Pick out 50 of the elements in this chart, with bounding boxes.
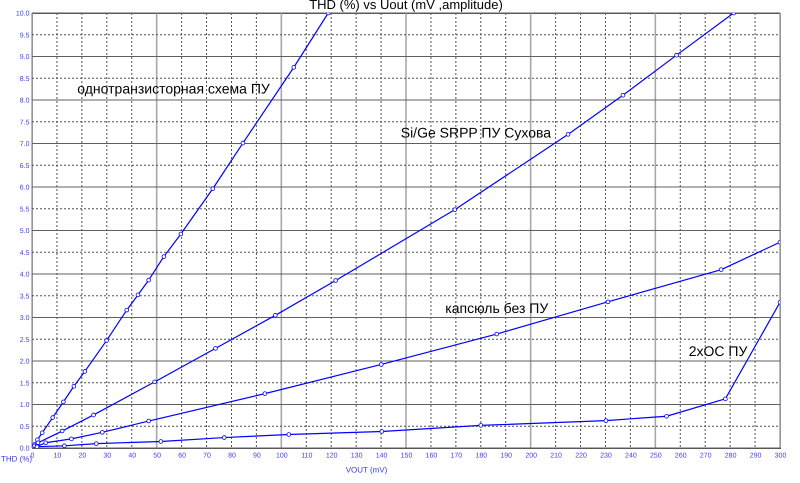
- series-label: Si/Ge SRPP ПУ Сухова: [400, 124, 552, 140]
- point: [104, 338, 109, 343]
- point: [379, 362, 384, 367]
- point: [162, 254, 166, 259]
- point: [50, 415, 55, 420]
- point: [210, 186, 216, 192]
- point: [158, 439, 164, 444]
- point: [606, 300, 610, 304]
- x-axis-title: VOUT (mV): [346, 466, 388, 474]
- point: [178, 232, 184, 236]
- point: [34, 444, 40, 448]
- point: [94, 441, 99, 446]
- series-label: однотранзисторная схема ПУ: [77, 80, 270, 96]
- point: [69, 436, 74, 442]
- point: [72, 384, 76, 388]
- point: [100, 430, 105, 435]
- point: [43, 440, 48, 446]
- point: [146, 418, 151, 424]
- point: [124, 308, 130, 312]
- point: [40, 430, 44, 436]
- point: [620, 92, 626, 98]
- point: [152, 380, 157, 384]
- point: [380, 429, 384, 434]
- point: [604, 418, 608, 423]
- point: [494, 332, 500, 336]
- point: [91, 412, 96, 418]
- point: [62, 444, 67, 448]
- y-axis-title: THD (%): [0, 454, 32, 464]
- point: [718, 267, 724, 272]
- point: [664, 414, 669, 419]
- point: [273, 313, 278, 318]
- point: [240, 140, 246, 146]
- point: [60, 428, 64, 434]
- point: [136, 292, 140, 298]
- point: [566, 132, 570, 137]
- point: [674, 52, 679, 58]
- point: [262, 391, 268, 396]
- point: [286, 432, 292, 437]
- point: [333, 278, 338, 283]
- point: [61, 400, 66, 404]
- point: [452, 207, 458, 212]
- series-label: 2xOC ПУ: [688, 342, 748, 359]
- point: [723, 396, 728, 402]
- series-label: капсюль без ПУ: [445, 300, 548, 316]
- point: [213, 346, 218, 351]
- point: [292, 65, 296, 70]
- point: [146, 278, 151, 282]
- point: [222, 435, 227, 440]
- point: [82, 369, 88, 374]
- point: [478, 423, 484, 428]
